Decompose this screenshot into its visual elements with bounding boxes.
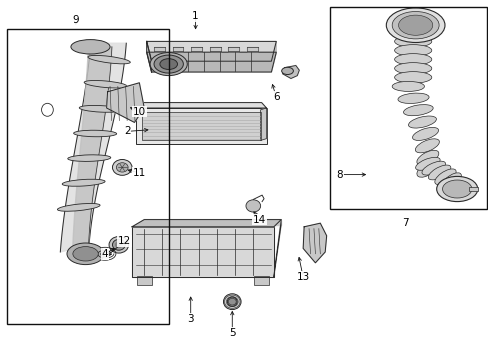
Ellipse shape	[73, 247, 98, 261]
Ellipse shape	[116, 163, 128, 172]
Text: 9: 9	[72, 15, 79, 25]
Ellipse shape	[421, 161, 445, 175]
Polygon shape	[106, 83, 144, 122]
Bar	[142, 112, 260, 140]
Ellipse shape	[112, 239, 125, 250]
Bar	[468, 187, 477, 191]
Bar	[7, 29, 168, 324]
Ellipse shape	[415, 157, 439, 170]
Ellipse shape	[440, 173, 461, 189]
Ellipse shape	[414, 139, 439, 153]
Text: 4: 4	[102, 249, 108, 259]
Polygon shape	[228, 47, 239, 51]
Bar	[136, 108, 266, 144]
Ellipse shape	[442, 180, 471, 198]
Text: 1: 1	[192, 11, 199, 21]
Ellipse shape	[62, 179, 105, 186]
Polygon shape	[146, 41, 276, 61]
Polygon shape	[144, 220, 281, 225]
Ellipse shape	[427, 165, 450, 180]
Ellipse shape	[112, 159, 132, 175]
Ellipse shape	[74, 130, 117, 137]
Text: 6: 6	[272, 92, 279, 102]
Text: 13: 13	[296, 272, 309, 282]
Ellipse shape	[223, 294, 241, 310]
Polygon shape	[209, 47, 220, 51]
Ellipse shape	[281, 67, 293, 75]
Polygon shape	[271, 41, 276, 72]
Polygon shape	[246, 47, 257, 51]
Ellipse shape	[154, 55, 183, 73]
Text: 7: 7	[402, 218, 408, 228]
Polygon shape	[273, 220, 281, 277]
Polygon shape	[303, 223, 326, 263]
Ellipse shape	[394, 45, 431, 56]
Ellipse shape	[394, 54, 431, 65]
Ellipse shape	[391, 81, 424, 91]
Text: 8: 8	[336, 170, 343, 180]
Polygon shape	[191, 47, 202, 51]
Ellipse shape	[57, 203, 100, 211]
Ellipse shape	[227, 297, 237, 306]
Polygon shape	[260, 108, 266, 140]
Text: 11: 11	[132, 168, 146, 178]
Ellipse shape	[68, 155, 111, 161]
Ellipse shape	[412, 127, 438, 140]
Ellipse shape	[115, 242, 122, 248]
Ellipse shape	[407, 116, 435, 128]
Bar	[137, 276, 151, 285]
Ellipse shape	[398, 15, 432, 35]
Ellipse shape	[403, 105, 432, 116]
Ellipse shape	[67, 243, 104, 265]
Text: 12: 12	[118, 236, 131, 246]
Ellipse shape	[386, 8, 444, 42]
Polygon shape	[154, 47, 164, 51]
Ellipse shape	[150, 53, 187, 76]
Ellipse shape	[88, 55, 130, 64]
Ellipse shape	[391, 12, 438, 39]
Polygon shape	[282, 66, 299, 78]
Text: 5: 5	[228, 328, 235, 338]
Polygon shape	[131, 103, 266, 108]
Polygon shape	[132, 227, 273, 277]
Ellipse shape	[397, 93, 428, 103]
Polygon shape	[146, 41, 151, 72]
Ellipse shape	[245, 200, 260, 212]
Ellipse shape	[434, 169, 455, 185]
Ellipse shape	[436, 176, 477, 202]
Bar	[329, 7, 486, 209]
Polygon shape	[60, 43, 126, 252]
Ellipse shape	[79, 105, 122, 112]
Text: 2: 2	[123, 126, 130, 136]
Bar	[254, 276, 268, 285]
Polygon shape	[132, 220, 281, 227]
Polygon shape	[172, 47, 183, 51]
Text: 3: 3	[187, 314, 194, 324]
Ellipse shape	[394, 72, 431, 83]
Ellipse shape	[84, 81, 126, 88]
Ellipse shape	[109, 237, 128, 253]
Ellipse shape	[160, 59, 177, 69]
Ellipse shape	[416, 150, 438, 165]
Polygon shape	[73, 47, 112, 248]
Ellipse shape	[416, 162, 436, 177]
Ellipse shape	[394, 63, 431, 74]
Text: 14: 14	[252, 215, 265, 225]
Polygon shape	[146, 52, 276, 72]
Text: 10: 10	[133, 107, 145, 117]
Ellipse shape	[41, 103, 53, 116]
Ellipse shape	[71, 40, 110, 54]
Ellipse shape	[394, 36, 431, 47]
